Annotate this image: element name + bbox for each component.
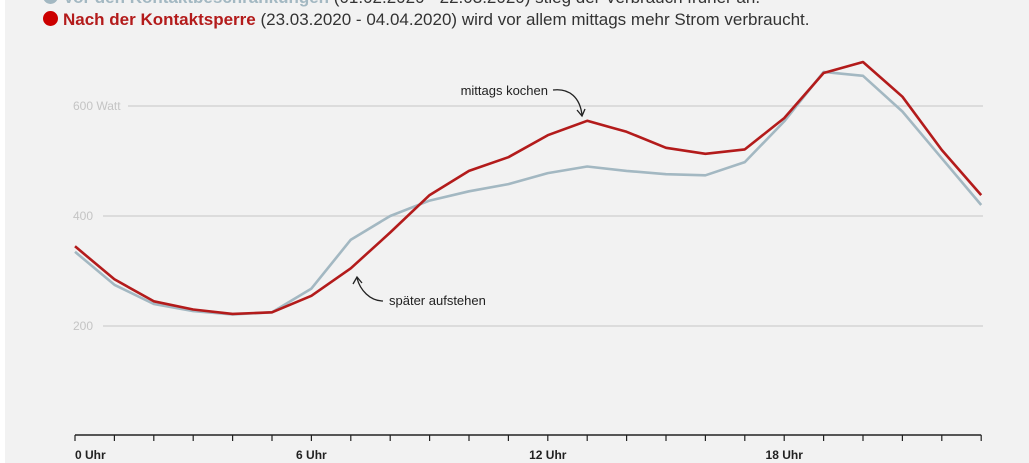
x-tick-label: 6 Uhr: [296, 448, 327, 462]
annotation-arrow-icon: [356, 277, 384, 302]
y-tick-label: 600 Watt: [73, 99, 121, 113]
x-tick-label: 0 Uhr: [75, 448, 106, 462]
chart-panel: [5, 0, 1029, 463]
legend-dot-before-icon: [43, 0, 58, 4]
legend-item-before: Vor den Kontaktbeschränkungen (01.02.202…: [43, 0, 760, 8]
x-tick-label: 18 Uhr: [766, 448, 804, 462]
x-tick-label: 12 Uhr: [529, 448, 567, 462]
legend-text-before: stieg der Verbrauch früher an.: [535, 0, 760, 7]
legend-item-after: Nach der Kontaktsperre (23.03.2020 - 04.…: [43, 10, 809, 30]
legend-label-before: Vor den Kontaktbeschränkungen: [63, 0, 329, 7]
legend-label-after: Nach der Kontaktsperre: [63, 10, 256, 29]
annotation-spaeter-aufstehen: später aufstehen: [389, 293, 486, 308]
annotation-arrow-icon: [552, 89, 583, 116]
annotation-mittags-kochen: mittags kochen: [461, 83, 548, 98]
legend-range-after: (23.03.2020 - 04.04.2020): [260, 10, 458, 29]
legend-range-before: (01.02.2020 - 22.03.2020): [334, 0, 531, 7]
legend-text-after: wird vor allem mittags mehr Strom verbra…: [461, 10, 810, 29]
legend-dot-after-icon: [43, 11, 58, 26]
y-tick-label: 400: [73, 209, 93, 223]
arrowhead-icon: [576, 108, 586, 118]
series-line-before: [74, 70, 983, 316]
series-line-after: [74, 60, 983, 316]
y-tick-label: 200: [73, 319, 93, 333]
arrowhead-icon: [352, 275, 363, 285]
